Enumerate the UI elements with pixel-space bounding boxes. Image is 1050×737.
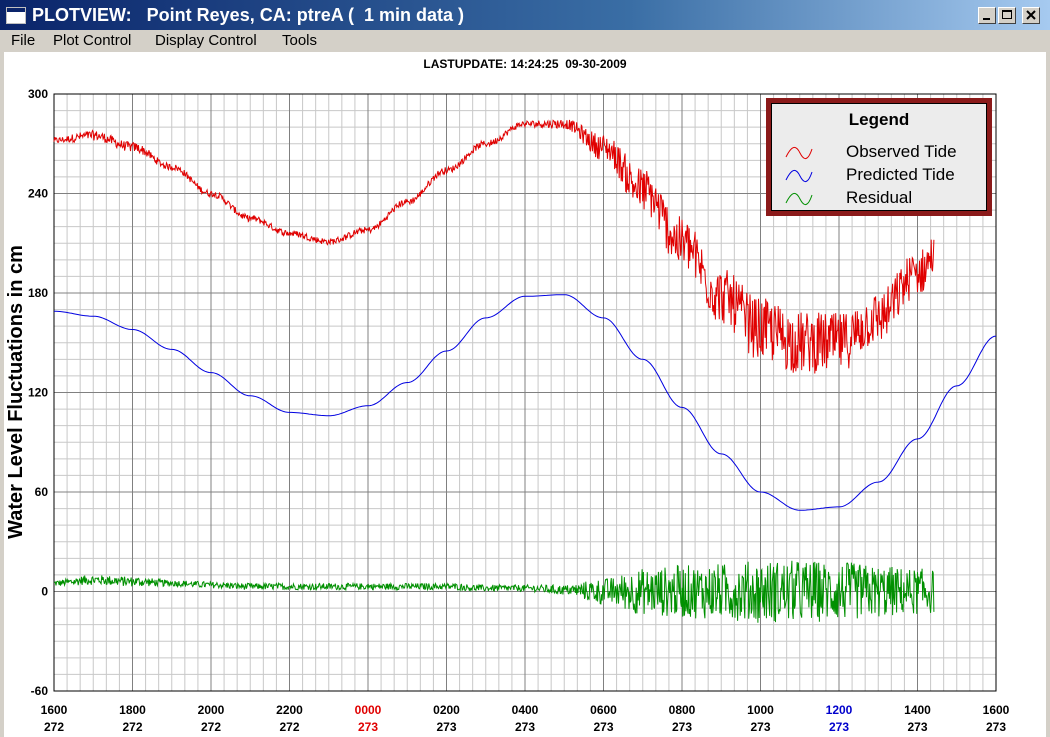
series-observed-line [53, 119, 935, 374]
x-tick-day-label: 273 [829, 720, 849, 734]
x-tick-day-label: 273 [515, 720, 535, 734]
last-update-label: LASTUPDATE: 14:24:25 09-30-2009 [423, 57, 627, 71]
x-tick-time-label: 2000 [198, 703, 225, 717]
legend-label-observed: Observed Tide [846, 142, 957, 161]
window-frame-left [0, 52, 4, 737]
x-tick-day-label: 272 [201, 720, 221, 734]
x-tick-time-label: 0600 [590, 703, 617, 717]
y-tick-label: -60 [31, 684, 49, 698]
x-tick-day-label: 273 [750, 720, 770, 734]
x-tick-time-label: 1000 [747, 703, 774, 717]
legend-title: Legend [848, 110, 910, 129]
predicted-wave-icon [785, 170, 813, 182]
legend-label-predicted: Predicted Tide [846, 165, 955, 184]
y-tick-label: 120 [28, 386, 48, 400]
x-tick-day-label: 272 [279, 720, 299, 734]
maximize-button[interactable] [998, 7, 1016, 24]
legend-label-residual: Residual [846, 188, 913, 207]
menu-tools[interactable]: Tools [282, 32, 318, 49]
menu-display-control[interactable]: Display Control [155, 32, 257, 49]
menu-plot-control[interactable]: Plot Control [53, 32, 132, 49]
y-tick-label: 180 [28, 286, 48, 300]
x-tick-time-label: 1200 [826, 703, 853, 717]
x-tick-time-label: 1600 [41, 703, 68, 717]
x-tick-day-label: 272 [44, 720, 64, 734]
legend: Legend Observed Tide Predicted Tide Resi… [766, 98, 992, 216]
residual-wave-icon [785, 193, 813, 205]
title-bar: PLOTVIEW: Point Reyes, CA: ptreA ( 1 min… [0, 0, 1050, 30]
x-tick-time-label: 0200 [433, 703, 460, 717]
window-title: PLOTVIEW: Point Reyes, CA: ptreA ( 1 min… [32, 5, 465, 25]
x-tick-day-label: 273 [986, 720, 1006, 734]
x-tick-time-label: 0400 [512, 703, 539, 717]
x-tick-day-label: 273 [672, 720, 692, 734]
x-tick-time-label: 1600 [983, 703, 1010, 717]
close-button[interactable] [1022, 7, 1040, 24]
series-predicted-line [53, 294, 997, 511]
app-icon [6, 7, 26, 24]
x-tick-time-label: 2200 [276, 703, 303, 717]
x-tick-time-label: 0800 [669, 703, 696, 717]
menu-bar: File Plot Control Display Control Tools [0, 30, 1050, 52]
plot-border [53, 93, 997, 692]
x-tick-day-label: 273 [436, 720, 456, 734]
y-tick-label: 0 [41, 585, 48, 599]
x-tick-time-label: 1800 [119, 703, 146, 717]
maximize-icon [1002, 10, 1012, 19]
close-icon [1026, 10, 1036, 20]
x-tick-day-label: 273 [358, 720, 378, 734]
minimize-icon [983, 18, 990, 20]
observed-wave-icon [785, 147, 813, 159]
x-tick-time-label: 0000 [355, 703, 382, 717]
window-frame-right [1046, 52, 1050, 737]
menu-file[interactable]: File [11, 32, 36, 49]
x-tick-day-label: 273 [593, 720, 613, 734]
x-tick-time-label: 1400 [904, 703, 931, 717]
minimize-button[interactable] [978, 7, 996, 24]
legend-box: Legend Observed Tide Predicted Tide Resi… [771, 103, 987, 211]
x-tick-day-label: 272 [122, 720, 142, 734]
y-tick-label: 240 [28, 187, 48, 201]
series-residual-line [53, 560, 935, 623]
y-tick-label: 60 [35, 485, 49, 499]
y-tick-label: 300 [28, 87, 48, 101]
x-tick-day-label: 273 [907, 720, 927, 734]
